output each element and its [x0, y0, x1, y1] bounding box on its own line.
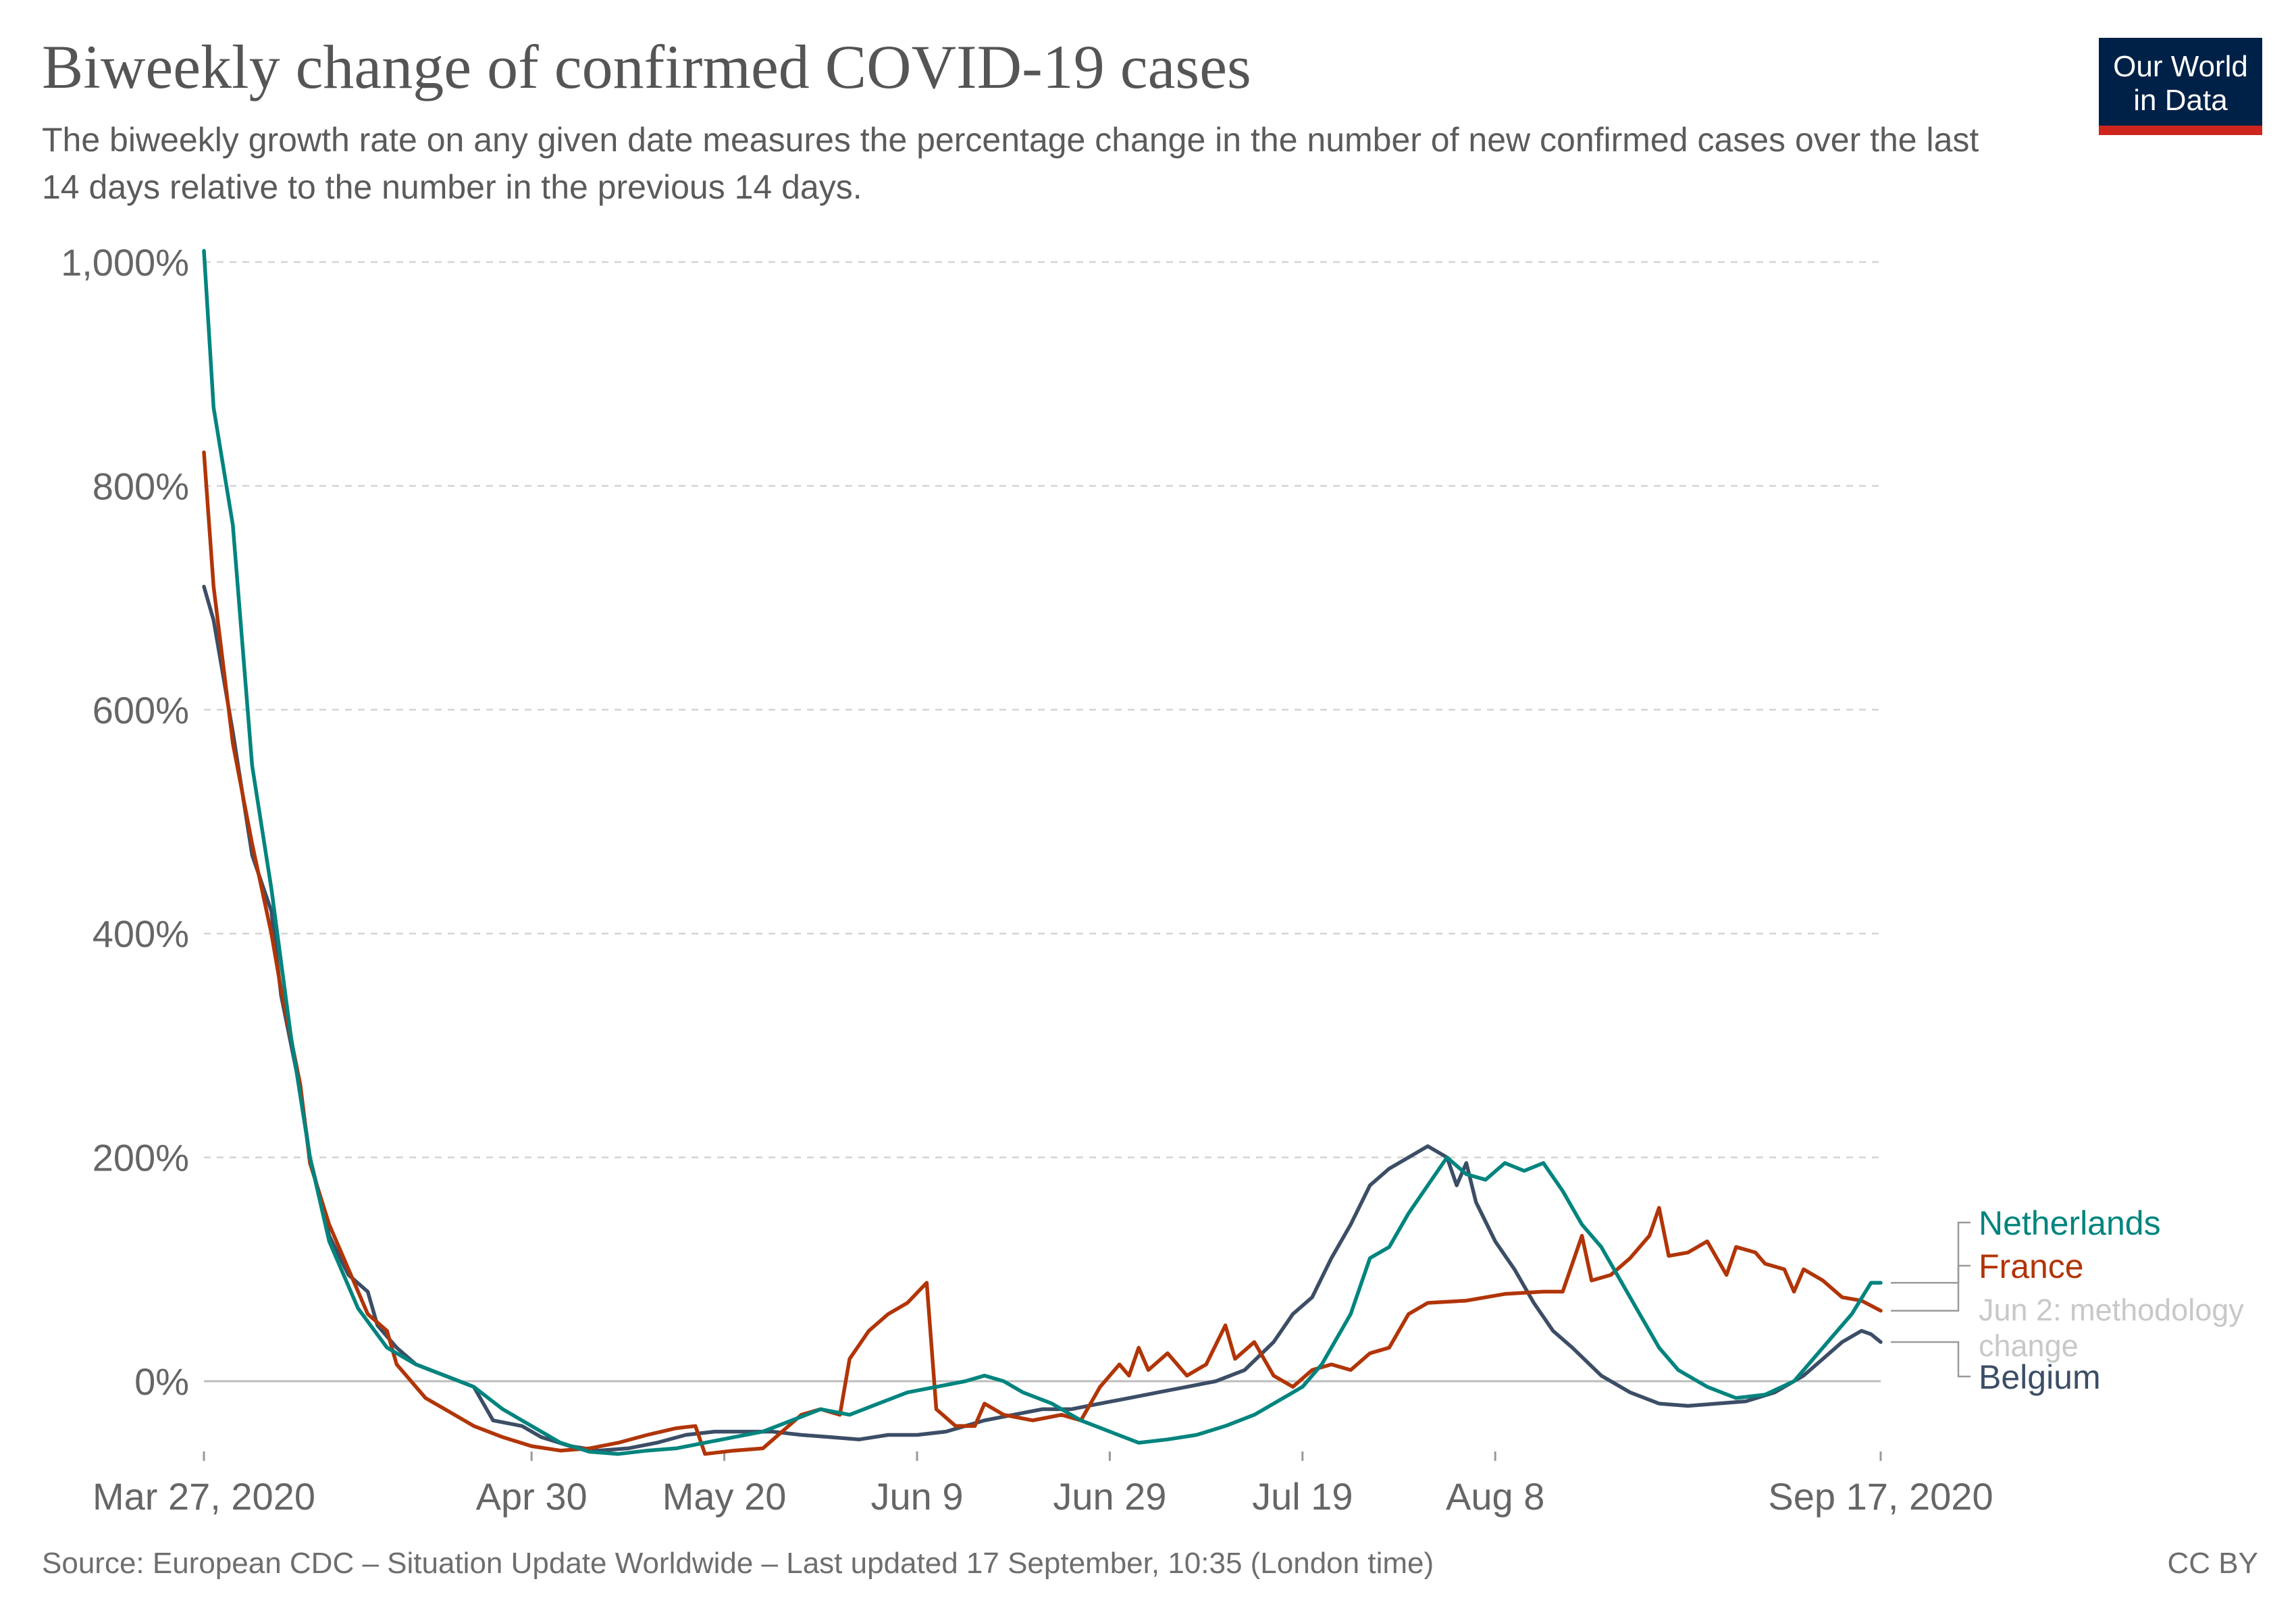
legend-label-belgium: Belgium	[1979, 1358, 2101, 1396]
owid-logo[interactable]: Our World in Data	[2099, 38, 2262, 135]
y-tick-label: 1,000%	[61, 241, 189, 284]
y-tick-label: 800%	[93, 465, 189, 507]
logo-line-2: in Data	[2133, 84, 2228, 117]
series-line-netherlands	[202, 249, 1883, 1456]
series-lines	[202, 249, 1883, 1456]
x-tick-label: May 20	[662, 1475, 787, 1518]
gridlines	[204, 261, 1881, 1383]
chart-title: Biweekly change of confirmed COVID-19 ca…	[42, 32, 1251, 101]
x-tick-label: Jun 29	[1053, 1475, 1166, 1518]
x-tick-label: Sep 17, 2020	[1768, 1475, 1993, 1518]
y-tick-label: 600%	[93, 689, 189, 731]
legend-connector	[1891, 1341, 1971, 1378]
x-tick-label: Aug 8	[1446, 1475, 1544, 1518]
y-axis-ticks: 0% 200% 400% 600% 800% 1,000%	[61, 241, 189, 1403]
chart-subtitle: The biweekly growth rate on any given da…	[42, 121, 1979, 206]
legend-connector	[1891, 1264, 1971, 1312]
legend: Netherlands France Belgium Jun 2: methodolo…	[1891, 1204, 2244, 1396]
annotation-line-1: Jun 2: methodology	[1979, 1293, 2244, 1327]
logo-line-1: Our World	[2113, 50, 2248, 83]
series-line-belgium	[202, 584, 1883, 1453]
series-line-france	[202, 450, 1883, 1456]
license-link[interactable]: CC BY	[2167, 1547, 2258, 1580]
legend-label-netherlands: Netherlands	[1979, 1204, 2161, 1242]
source-note: Source: European CDC – Situation Update …	[42, 1547, 1434, 1580]
legend-connector	[1891, 1221, 1971, 1284]
y-tick-label: 0%	[134, 1360, 189, 1403]
annotation-line-2: change	[1979, 1329, 2079, 1363]
x-tick-label: Jun 9	[870, 1475, 963, 1518]
y-tick-label: 200%	[93, 1137, 189, 1179]
x-axis-ticks: Mar 27, 2020 Apr 30 May 20 Jun 9 Jun 29 Jul 1…	[93, 1451, 1993, 1518]
x-tick-label: Mar 27, 2020	[93, 1475, 315, 1518]
legend-label-france: France	[1979, 1247, 2084, 1285]
x-tick-label: Jul 19	[1252, 1475, 1353, 1518]
y-tick-label: 400%	[93, 912, 189, 955]
x-tick-label: Apr 30	[476, 1475, 588, 1518]
